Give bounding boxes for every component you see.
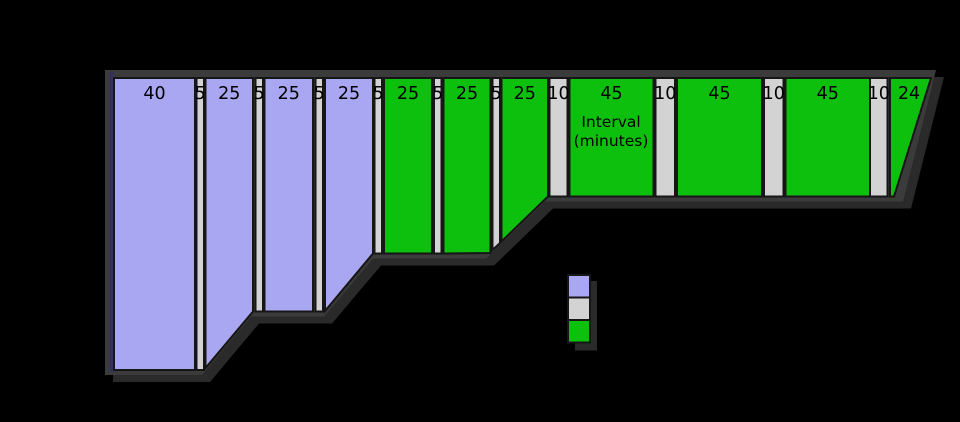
segment-label-10min: 10 [763, 84, 785, 104]
segment-label-5min: 5 [195, 84, 206, 104]
segment-45min-green [676, 77, 763, 198]
segment-10min-gray [763, 77, 785, 198]
segment-label-25min: 25 [278, 84, 300, 104]
segment-5min-gray [433, 77, 443, 255]
segment-label-24min: 24 [898, 84, 920, 104]
segment-label-5min: 5 [254, 84, 265, 104]
segment-label-10min: 10 [547, 84, 569, 104]
segment-label-45min: 45 [708, 84, 730, 104]
segment-label-25min: 25 [514, 84, 536, 104]
segment-5min-gray [373, 77, 383, 255]
segment-label-10min: 10 [868, 84, 890, 104]
segment-5min-gray [314, 77, 324, 313]
left-edge-accent [109, 72, 114, 372]
segment-10min-gray [654, 77, 676, 198]
segment-label-45min: 45 [817, 84, 839, 104]
segment-label-40min: 40 [143, 84, 165, 104]
segment-labels: 40 5 25 5 25 5 25 5 25 5 25 5 25 10 45 10 45 10 45 10 24 [143, 84, 920, 104]
segment-25min-green [383, 77, 433, 255]
legend-green-swatch-icon [567, 319, 591, 344]
segment-25min-purple [324, 77, 374, 314]
segment-label-10min: 10 [654, 84, 676, 104]
segment-label-5min: 5 [491, 84, 502, 104]
segment-label-45min: 45 [600, 84, 622, 104]
segment-25min-green [442, 77, 492, 255]
legend [567, 274, 591, 344]
segment-5min-gray [195, 77, 205, 371]
segment-label-5min: 5 [432, 84, 443, 104]
interval-annotation-line1: Interval [581, 113, 640, 131]
segment-label-25min: 25 [456, 84, 478, 104]
segment-25min-purple [263, 77, 314, 313]
segment-40min-purple [113, 77, 196, 371]
segment-45min-green [568, 77, 655, 198]
bar-strip [105, 70, 936, 375]
segment-5min-gray [491, 77, 501, 253]
segment-5min-gray [254, 77, 264, 313]
legend-gray-swatch-icon [567, 296, 591, 321]
segment-10min-gray [548, 77, 569, 198]
interval-annotation-line2: (minutes) [574, 132, 649, 150]
segment-label-25min: 25 [338, 84, 360, 104]
segment-25min-green [500, 77, 549, 244]
segment-label-5min: 5 [314, 84, 325, 104]
segment-10min-gray [869, 77, 889, 198]
segment-label-5min: 5 [373, 84, 384, 104]
segment-label-25min: 25 [397, 84, 419, 104]
segment-25min-purple [204, 77, 254, 371]
legend-purple-swatch-icon [567, 274, 591, 299]
segment-24min-green [889, 77, 933, 198]
segment-label-25min: 25 [218, 84, 240, 104]
